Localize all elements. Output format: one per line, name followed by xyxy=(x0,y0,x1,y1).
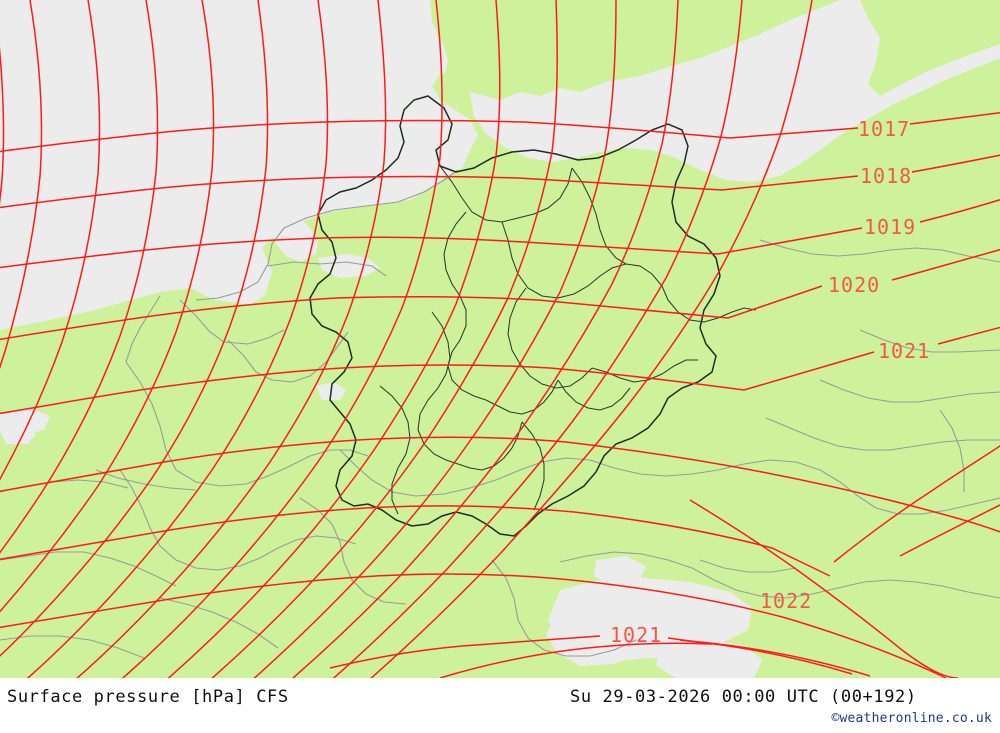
isobar-line xyxy=(121,0,443,678)
isobar-line xyxy=(0,0,101,481)
isobar-label: 1022 xyxy=(760,589,812,613)
state-border-th-by xyxy=(557,379,631,411)
state-border-sh-ni xyxy=(439,165,573,223)
border-fr-ch-south xyxy=(95,469,197,491)
border-fr-it-south xyxy=(0,635,145,659)
state-border-st-ni xyxy=(507,287,593,389)
border-it-interior xyxy=(159,597,279,649)
isobar-line xyxy=(0,45,5,206)
isobar-1020 xyxy=(0,248,1000,341)
baltic-sea xyxy=(470,0,1000,182)
isobar-label: 1019 xyxy=(864,215,916,239)
isobar-line xyxy=(253,0,617,678)
isobar-label: 1020 xyxy=(828,273,880,297)
isobar-line xyxy=(0,573,947,678)
border-pl-east xyxy=(759,239,1000,263)
baltic-north-land xyxy=(600,0,700,34)
border-hu-north xyxy=(765,417,1000,451)
isobar-line xyxy=(833,445,1000,563)
alpine-grey-4 xyxy=(0,408,50,436)
border-fr-ch xyxy=(125,361,369,487)
border-sk-hu xyxy=(819,379,1000,403)
state-border-rp-sl xyxy=(379,385,411,515)
map-canvas: .land{fill:#cdf29b;stroke:none;} .sea{fi… xyxy=(0,0,1000,678)
isobar-line xyxy=(76,0,387,678)
pressure-contour-map[interactable]: .land{fill:#cdf29b;stroke:none;} .sea{fi… xyxy=(0,0,1000,678)
state-border-ni-mv xyxy=(501,221,669,301)
isobar-line xyxy=(370,0,813,678)
isobar-line xyxy=(291,0,679,678)
valid-time-label: Su 29-03-2026 00:00 UTC (00+192) xyxy=(570,687,917,707)
border-it-north xyxy=(119,469,357,571)
border-si-hr xyxy=(491,559,637,657)
alpine-grey-2 xyxy=(546,612,646,666)
isobar-layer xyxy=(0,0,1000,678)
copyright-label[interactable]: ©weatheronline.co.uk xyxy=(831,711,992,726)
isobar-line xyxy=(0,0,269,657)
alpine-grey-5 xyxy=(594,556,646,586)
baltic-island-land xyxy=(676,2,736,38)
state-border-nw-rp xyxy=(417,311,451,461)
isobar-line xyxy=(332,0,743,678)
isobar-label: 1018 xyxy=(860,164,912,188)
isobar-1022 xyxy=(0,504,1000,577)
isobar-label: 1017 xyxy=(858,117,910,141)
state-border-mv-bb xyxy=(571,167,627,265)
border-it-west xyxy=(0,551,177,587)
map-title: Surface pressure [hPa] CFS xyxy=(7,687,289,707)
danish-island-1 xyxy=(498,4,536,36)
isobar-line xyxy=(26,0,329,678)
alpine-grey-3 xyxy=(656,640,762,678)
southern-land xyxy=(0,500,1000,678)
north-sea xyxy=(0,0,478,330)
scandinavia-land xyxy=(860,0,1000,96)
border-nl-coast xyxy=(195,169,459,301)
isobar-1018 xyxy=(0,154,1000,209)
border-at-south xyxy=(589,459,1000,515)
isobar-label: 1021 xyxy=(610,623,662,647)
border-it-si xyxy=(559,551,1000,599)
state-border-nw-ni xyxy=(443,211,487,401)
border-ch-it xyxy=(339,449,591,497)
isobar-line xyxy=(0,0,215,613)
germany-outline xyxy=(309,95,721,537)
jutland-land xyxy=(430,0,492,104)
state-border-he-th xyxy=(485,379,559,415)
border-hu-east xyxy=(939,409,965,492)
border-pl-sk xyxy=(859,329,1000,353)
border-be xyxy=(227,331,349,383)
isobar-line xyxy=(211,0,558,678)
isobar-1021 xyxy=(0,326,1000,415)
isobar-label-layer: 1017 1018 1019 1020 1021 1022 1021 xyxy=(610,117,930,647)
isobar-1017 xyxy=(0,111,1000,153)
border-fr-nw xyxy=(125,295,161,363)
danish-island-2 xyxy=(548,42,592,82)
landmass-layer xyxy=(0,0,1000,678)
border-hr-hu xyxy=(699,559,797,573)
isobar-line xyxy=(167,0,501,678)
isobar-line xyxy=(0,436,1000,533)
map-footer: Surface pressure [hPa] CFS Su 29-03-2026… xyxy=(0,678,1000,733)
state-border-bw-by xyxy=(521,421,545,511)
isobar-line xyxy=(689,499,959,678)
isobar-line xyxy=(329,635,853,675)
isobar-1019 xyxy=(0,199,1000,269)
isobar-label: 1021 xyxy=(878,339,930,363)
isobar-line xyxy=(0,0,159,554)
border-nl-ijssel xyxy=(267,261,387,277)
germany-national-border xyxy=(309,95,721,537)
